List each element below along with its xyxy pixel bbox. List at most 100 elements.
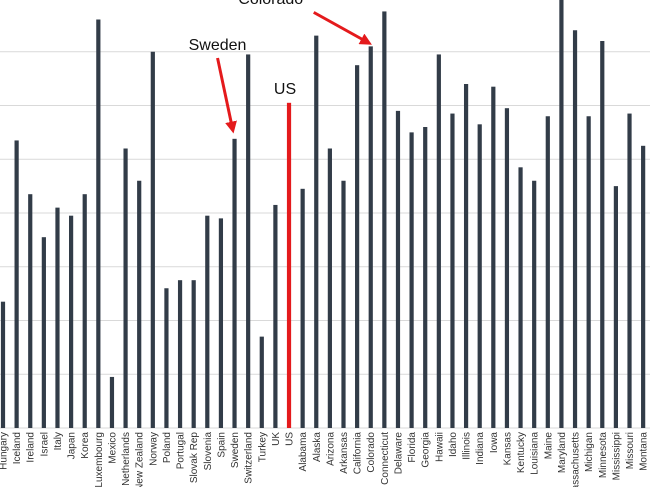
bar-luxembourg xyxy=(96,19,101,428)
annotation-arrow-colorado xyxy=(313,11,372,45)
tick-label: Slovak Rep xyxy=(189,432,200,484)
bar-japan xyxy=(69,215,74,428)
bar-delaware xyxy=(395,110,401,428)
tick-label: Kansas xyxy=(502,432,513,465)
tick-label: Hawaii xyxy=(434,432,445,462)
tick-label: Sweden xyxy=(230,432,241,468)
tick-label: US xyxy=(285,432,296,446)
category-labels: Hungary Iceland Ireland Israel Italy Japan Kor… xyxy=(0,432,650,487)
tick-label: Korea xyxy=(80,432,91,459)
tick-label: Slovenia xyxy=(203,432,214,471)
annotation-sweden: Sweden xyxy=(189,37,247,54)
bar-us xyxy=(286,102,292,428)
tick-label: Spain xyxy=(216,432,227,458)
bar-massachusetts xyxy=(572,30,578,428)
tick-label: Connecticut xyxy=(380,432,391,485)
bar-indiana xyxy=(477,124,482,428)
bar-iceland xyxy=(14,140,19,428)
tick-label: Mexico xyxy=(107,432,118,464)
annotation-us: US xyxy=(274,81,296,98)
tick-label: Florida xyxy=(407,432,418,463)
tick-label: Missouri xyxy=(625,432,636,469)
tick-label: Arizona xyxy=(325,432,336,466)
tick-label: Delaware xyxy=(393,432,404,475)
bar-italy xyxy=(55,207,60,428)
tick-label: California xyxy=(353,432,364,475)
tick-label: Mississippi xyxy=(611,432,622,480)
bar-mexico xyxy=(109,376,115,428)
bar-switzerland xyxy=(246,54,251,428)
bar-hawaii xyxy=(436,54,441,428)
bar-poland xyxy=(164,288,169,428)
tick-label: Ireland xyxy=(26,432,37,463)
bar-arizona xyxy=(327,148,332,428)
tick-label: Indiana xyxy=(475,432,486,465)
tick-label: Israel xyxy=(39,432,50,456)
tick-label: Arkansas xyxy=(339,432,350,474)
bar-hungary xyxy=(0,301,6,428)
tick-label: Alabama xyxy=(298,432,309,472)
tick-label: Louisiana xyxy=(530,432,541,475)
bar-sweden xyxy=(232,138,237,428)
bar-norway xyxy=(150,51,155,428)
bar-connecticut xyxy=(382,11,387,428)
tick-label: Iceland xyxy=(12,432,23,464)
tick-label: Italy xyxy=(53,432,64,450)
bar-uk xyxy=(273,204,278,428)
bar-michigan xyxy=(586,116,591,428)
tick-label: Luxembourg xyxy=(94,432,105,487)
bar-maine xyxy=(545,116,550,428)
bar-slovenia xyxy=(205,215,210,428)
bar-idaho xyxy=(450,113,455,428)
bar-illinois xyxy=(463,84,469,428)
bar-kansas xyxy=(504,108,510,428)
bar-mississippi xyxy=(613,186,618,428)
tick-label: Maryland xyxy=(557,432,568,473)
bar-louisiana xyxy=(532,180,537,428)
tick-label: Minnesota xyxy=(598,432,609,479)
annotation-arrow-sweden xyxy=(216,57,237,134)
tick-label: UK xyxy=(271,432,282,446)
tick-label: Japan xyxy=(67,432,78,459)
bar-spain xyxy=(218,218,224,428)
bar-georgia xyxy=(423,127,428,428)
annotations: Colorado Sweden US xyxy=(189,0,372,134)
bar-korea xyxy=(82,194,87,428)
tick-label: Turkey xyxy=(257,432,268,462)
tick-label: Kentucky xyxy=(516,432,527,473)
bar-maryland xyxy=(559,0,564,428)
bar-florida xyxy=(409,132,414,428)
tick-label: Netherlands xyxy=(121,432,132,486)
tick-label: Idaho xyxy=(448,432,459,457)
bar-portugal xyxy=(177,280,183,428)
bar-israel xyxy=(41,237,46,428)
tick-label: Hungary xyxy=(0,432,10,470)
bar-minnesota xyxy=(600,41,605,428)
bar-iowa xyxy=(491,86,496,428)
tick-label: Switzerland xyxy=(244,432,255,484)
bar-alabama xyxy=(300,188,305,428)
bar-arkansas xyxy=(341,180,346,428)
tick-label: Illinois xyxy=(462,432,473,460)
bar-colorado xyxy=(368,46,373,428)
bar-ireland xyxy=(28,194,33,428)
bar-new-zealand xyxy=(137,180,142,428)
bar-netherlands xyxy=(123,148,128,428)
bar-missouri xyxy=(627,113,632,428)
tick-label: Portugal xyxy=(176,432,187,469)
tick-label: Michigan xyxy=(584,432,595,472)
gridlines xyxy=(0,51,650,429)
tick-label: Poland xyxy=(162,432,173,463)
tick-label: Iowa xyxy=(489,432,500,454)
bar-alaska xyxy=(314,35,319,428)
bar-turkey xyxy=(259,336,264,428)
tick-label: Montana xyxy=(639,432,650,471)
tick-label: New Zealand xyxy=(135,432,146,487)
tick-label: Colorado xyxy=(366,432,377,473)
tick-label: Norway xyxy=(148,432,159,466)
tick-label: Massachusetts xyxy=(571,432,582,487)
tick-label: Alaska xyxy=(312,432,323,462)
tick-label: Georgia xyxy=(421,432,432,468)
bar-california xyxy=(355,65,360,428)
